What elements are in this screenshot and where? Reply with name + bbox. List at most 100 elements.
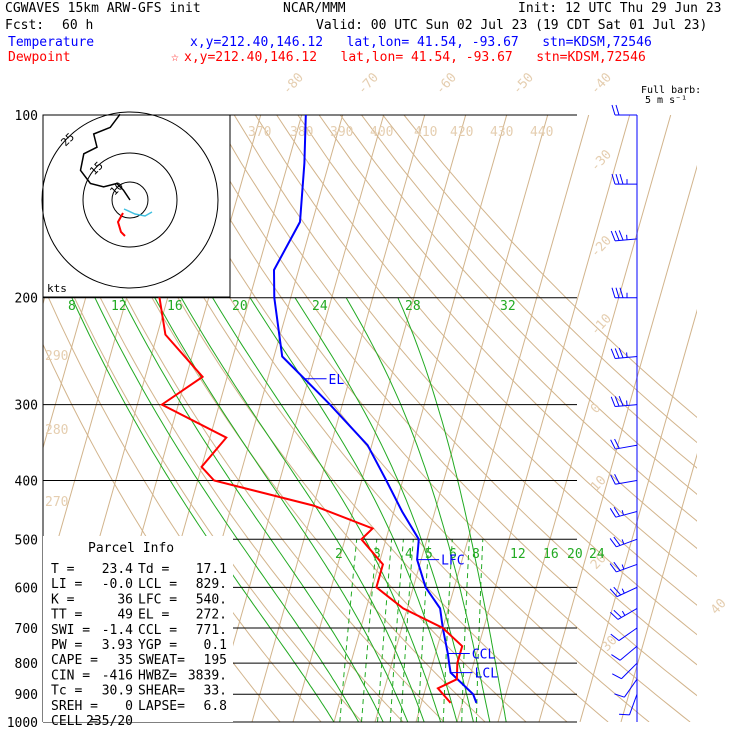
isotherm-label: -40 [588, 70, 615, 97]
dry-adiabat [276, 115, 697, 578]
barb-flag [613, 586, 622, 596]
tick-label: 200 [15, 292, 38, 307]
wind-barbs [609, 104, 638, 722]
theta-label: 440 [530, 125, 553, 140]
dry-adiabat [191, 115, 697, 697]
isotherm-label: -60 [433, 70, 460, 97]
mixing-ratio-label: 8 [472, 547, 480, 562]
theta-label: 420 [450, 125, 473, 140]
barb-flag [614, 348, 620, 359]
parcel-value: LAPSE= [138, 699, 185, 714]
hodograph-ring [82, 152, 178, 248]
level-label: LFC [441, 554, 464, 569]
isotherm [292, 115, 467, 722]
barb-flag [615, 104, 620, 116]
parcel-value: 35 [117, 653, 133, 668]
moist-adiabat [345, 297, 491, 722]
barb-flag [614, 438, 620, 449]
barb-staff [617, 608, 638, 620]
mixing-ratio-label: 12 [510, 547, 526, 562]
parcel-value: 0.1 [204, 638, 227, 653]
wind-barb [610, 438, 638, 450]
org-name: NCAR/MMM [283, 1, 346, 16]
parcel-value: EL = [138, 608, 169, 623]
wind-barb [609, 536, 638, 548]
valid-time: Valid: 00 UTC Sun 02 Jul 23 (19 CDT Sat … [316, 18, 708, 33]
barb-flag [618, 347, 624, 358]
wind-barb [610, 474, 638, 485]
barb-half-flag [621, 564, 625, 570]
dry-adiabat [403, 115, 697, 419]
parcel-box-bg [43, 536, 233, 722]
tick-label: 100 [15, 109, 38, 124]
parcel-value: -0.0 [102, 577, 133, 592]
wind-barb [611, 104, 637, 116]
tick-label: 1000 [7, 716, 38, 731]
dry-adiabat [382, 115, 697, 444]
tick-label: 800 [15, 657, 38, 672]
barb-flag [609, 588, 618, 597]
mixing-ratio-label: 24 [589, 547, 605, 562]
parcel-value: SWEAT= [138, 653, 185, 668]
barb-flag [612, 673, 622, 680]
barb-flag [611, 174, 616, 185]
isotherm [497, 115, 672, 722]
level-label: LCL [475, 667, 499, 682]
legend-dewpoint-info: x,y=212.40,146.12 lat,lon= 41.54, -93.67… [184, 50, 646, 65]
parcel-value: 3839. [188, 668, 227, 683]
mixing-ratio-line [461, 539, 470, 722]
parcel-value: SREH = [51, 699, 98, 714]
barb-flag [614, 230, 620, 241]
barb-flag [614, 693, 625, 698]
wind-barb [614, 678, 638, 698]
isotherm [415, 115, 590, 722]
parcel-level-labels: EL LFC CCL LCL [304, 373, 499, 682]
wind-barb [611, 287, 637, 299]
barb-flag [610, 474, 616, 485]
theta-label: 290 [45, 349, 68, 364]
mixing-ratio-line [339, 539, 358, 722]
legend-dewpoint-name: Dewpoint [8, 50, 71, 65]
hodograph-ring [41, 111, 219, 289]
parcel-value: T = [51, 562, 75, 577]
mixing-ratio-line [400, 539, 414, 722]
barb-scale-line1: Full barb: [641, 85, 702, 96]
hodograph-trace-surface [116, 212, 126, 237]
isotherm-label: -70 [355, 70, 382, 97]
parcel-value: 6.8 [204, 699, 227, 714]
mixing-ratio-label: 20 [567, 547, 583, 562]
barb-half-flag [621, 539, 625, 545]
mixing-ratio-line [389, 539, 404, 722]
mixing-ratio-labels: 8 12 16 20 24 28 322 3 4 5 6 8 12 16 20 24 [68, 299, 605, 562]
parcel-value: 3.93 [102, 638, 133, 653]
isotherm [251, 115, 426, 722]
dry-adiabat [212, 115, 697, 666]
dry-adiabat [339, 115, 697, 495]
barb-flag [610, 439, 616, 450]
wind-barb [612, 662, 638, 680]
theta-label: 430 [490, 125, 513, 140]
isotherm-label: -10 [588, 311, 615, 338]
parcel-value: CIN = [51, 668, 90, 683]
parcel-value: PW = [51, 638, 82, 653]
dry-adiabat [43, 168, 404, 722]
wind-barb [610, 608, 638, 620]
parcel-title: Parcel Info [88, 541, 174, 556]
isotherm-label: 30 [599, 633, 621, 655]
mixing-ratio-label: 2 [335, 547, 343, 562]
hodograph-trace-low [123, 208, 153, 217]
parcel-value: CELL = [51, 714, 98, 729]
mixing-ratio-label: 16 [543, 547, 559, 562]
barb-flag [610, 396, 616, 407]
mixing-ratio-label: 6 [449, 547, 457, 562]
isotherm [456, 115, 631, 722]
parcel-value: 829. [196, 577, 227, 592]
hodograph-trace [79, 113, 131, 201]
mixing-ratio-line [475, 539, 484, 722]
legend-temperature-info: x,y=212.40,146.12 lat,lon= 41.54, -93.67… [190, 35, 652, 50]
barb-half-flag [621, 510, 624, 516]
legend-temperature-name: Temperature [8, 35, 95, 50]
theta-label: 390 [330, 125, 353, 140]
theta-label: 280 [45, 423, 68, 438]
